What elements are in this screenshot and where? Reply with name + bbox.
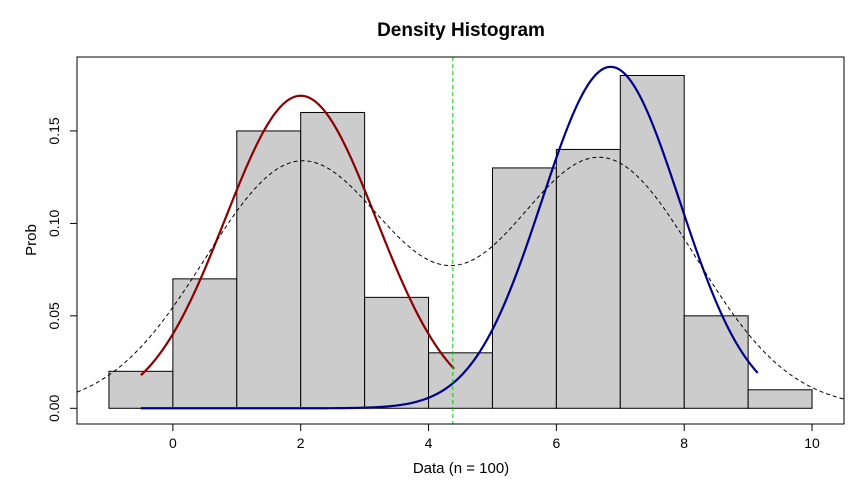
histogram-bar-4	[364, 296, 430, 409]
component-density-curve-0	[140, 94, 455, 376]
y-tick-label: 0.15	[46, 117, 62, 144]
histogram-bars	[108, 74, 813, 409]
x-tick-label: 6	[552, 435, 560, 451]
x-axis-label: Data (n = 100)	[413, 460, 509, 477]
x-tick-label: 0	[169, 435, 177, 451]
mixture-density-curve	[76, 156, 845, 400]
histogram-bar-7	[555, 148, 621, 409]
component-density-curve-1	[140, 65, 759, 410]
x-tick-label: 4	[425, 435, 433, 451]
y-axis: 0.00 0.05 0.10 0.15	[46, 117, 78, 422]
y-tick-label: 0.05	[46, 302, 62, 329]
x-tick-label: 8	[680, 435, 688, 451]
histogram-bar-10	[747, 389, 813, 409]
y-axis-label: Prob	[23, 224, 40, 256]
histogram-bar-0	[108, 370, 174, 409]
histogram-bar-6	[491, 167, 557, 409]
histogram-bar-3	[300, 111, 366, 409]
y-tick-label: 0.10	[46, 210, 62, 237]
chart-title: Density Histogram	[377, 20, 545, 41]
histogram-bar-2	[236, 130, 302, 409]
x-tick-label: 2	[297, 435, 305, 451]
density-curves	[76, 65, 845, 410]
histogram-bar-5	[428, 352, 493, 409]
histogram-bar-1	[172, 278, 238, 409]
histogram-bar-9	[683, 315, 749, 409]
y-tick-label: 0.00	[46, 394, 62, 421]
histogram-bar-8	[619, 74, 685, 409]
x-axis: 0 2 4 6 8 10	[169, 423, 820, 451]
x-tick-label: 10	[804, 435, 820, 451]
